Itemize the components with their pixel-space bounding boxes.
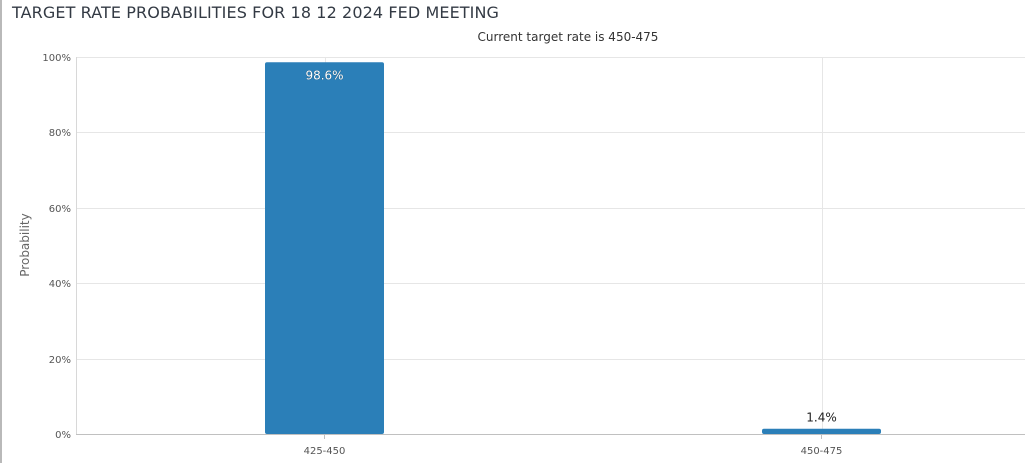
y-tick-label: 60% [49, 204, 71, 215]
x-tick-label: 450-475 [801, 446, 843, 457]
chart-subtitle: Current target rate is 450-475 [477, 30, 659, 44]
bar-data-label: 98.6% [305, 68, 343, 82]
y-tick-label: 100% [42, 53, 71, 64]
y-tick-label: 40% [49, 279, 71, 290]
y-axis-ticks: 0% 20% 40% 60% 80% 100% [42, 53, 71, 441]
grid [76, 57, 1025, 434]
y-axis-label: Probability [18, 213, 32, 276]
chart-title: TARGET RATE PROBABILITIES FOR 18 12 2024… [12, 3, 500, 22]
bar [265, 62, 384, 434]
y-tick-label: 0% [55, 430, 71, 441]
bars: 98.6% 1.4% [265, 62, 881, 434]
x-axis-ticks: 425-450 450-475 [304, 434, 843, 457]
bar-data-label: 1.4% [806, 411, 837, 425]
x-tick-label: 425-450 [304, 446, 346, 457]
bar [762, 428, 881, 434]
y-tick-label: 20% [49, 355, 71, 366]
panel-left-border [0, 0, 2, 463]
y-tick-label: 80% [49, 128, 71, 139]
